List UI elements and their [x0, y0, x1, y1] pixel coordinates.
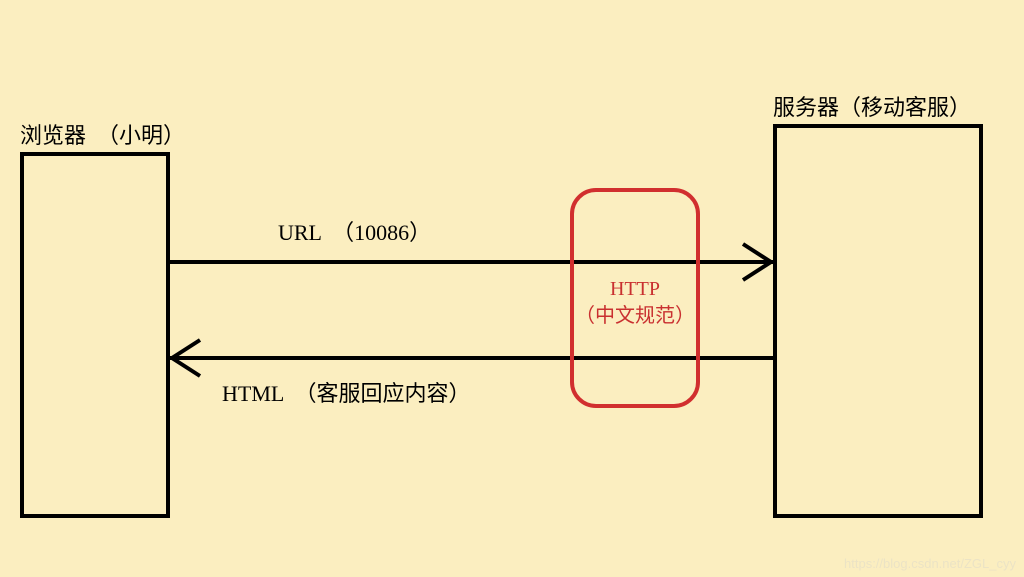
browser-node-box: [20, 152, 170, 518]
server-node-box: [773, 124, 983, 518]
response-arrow-label: HTML （客服回应内容）: [222, 376, 471, 408]
server-node-label: 服务器（移动客服）: [773, 90, 971, 122]
diagram-canvas: 浏览器 （小明） 服务器（移动客服） URL （10086） HTML （客服回…: [0, 0, 1024, 577]
protocol-box: HTTP （中文规范）: [570, 188, 700, 408]
response-arrowhead-icon: [172, 340, 212, 380]
request-arrow-label: URL （10086）: [278, 215, 431, 247]
request-arrowhead-icon: [743, 244, 783, 284]
protocol-text-line2: （中文规范）: [574, 303, 696, 330]
watermark-text: https://blog.csdn.net/ZGL_cyy: [844, 556, 1016, 571]
protocol-text-line1: HTTP: [574, 276, 696, 303]
browser-node-label: 浏览器 （小明）: [20, 118, 185, 150]
